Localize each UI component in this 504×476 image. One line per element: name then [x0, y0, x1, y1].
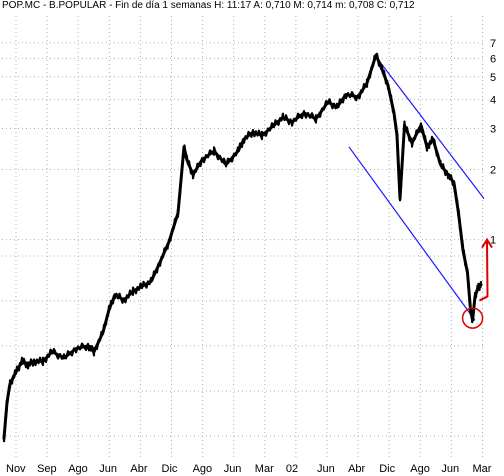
rebound-arrow [479, 239, 489, 302]
annotations [461, 237, 493, 329]
x-tick-label: Jun [441, 463, 459, 475]
y-tick-label: 4 [490, 94, 496, 106]
x-tick-label: Nov [6, 463, 26, 475]
y-tick-label: 7 [490, 38, 496, 50]
channel-line [348, 146, 476, 321]
price-line [2, 53, 483, 440]
price-texture [2, 52, 483, 443]
x-tick-label: Jun [99, 463, 117, 475]
x-tick-label: Jun [317, 463, 335, 475]
x-tick-label: Ago [410, 463, 430, 475]
x-tick-label: Mar [255, 463, 274, 475]
highlight-circle [461, 307, 484, 329]
trend-channel [348, 56, 485, 321]
y-tick-label: 2 [490, 165, 496, 177]
y-tick-label: 5 [490, 72, 496, 84]
x-tick-label: Jun [224, 463, 242, 475]
x-tick-label: Dic [162, 463, 178, 475]
x-axis: Nov Sep Ago Jun Abr Dic Ago Jun Mar 02 Jun Abr Dic Ag… [6, 463, 492, 475]
price-series [2, 52, 483, 443]
x-tick-label: Abr [130, 463, 147, 475]
x-tick-label: Dic [379, 463, 395, 475]
chart-title: POP.MC - B.POPULAR - Fin de día 1 semana… [0, 0, 504, 14]
x-tick-label: Abr [348, 463, 365, 475]
channel-line [375, 56, 485, 199]
x-tick-label: Sep [37, 463, 57, 475]
grid [2, 16, 486, 460]
y-tick-label: 3 [490, 124, 496, 136]
x-tick-label: Mar [473, 463, 492, 475]
arrow-head-icon [481, 237, 493, 249]
y-tick-label: 1 [490, 235, 496, 247]
y-axis: 7 6 5 4 3 2 1 [490, 38, 496, 247]
x-tick-label: Ago [193, 463, 213, 475]
x-tick-label: Ago [68, 463, 88, 475]
y-tick-label: 6 [490, 53, 496, 65]
x-tick-label: 02 [286, 463, 298, 475]
